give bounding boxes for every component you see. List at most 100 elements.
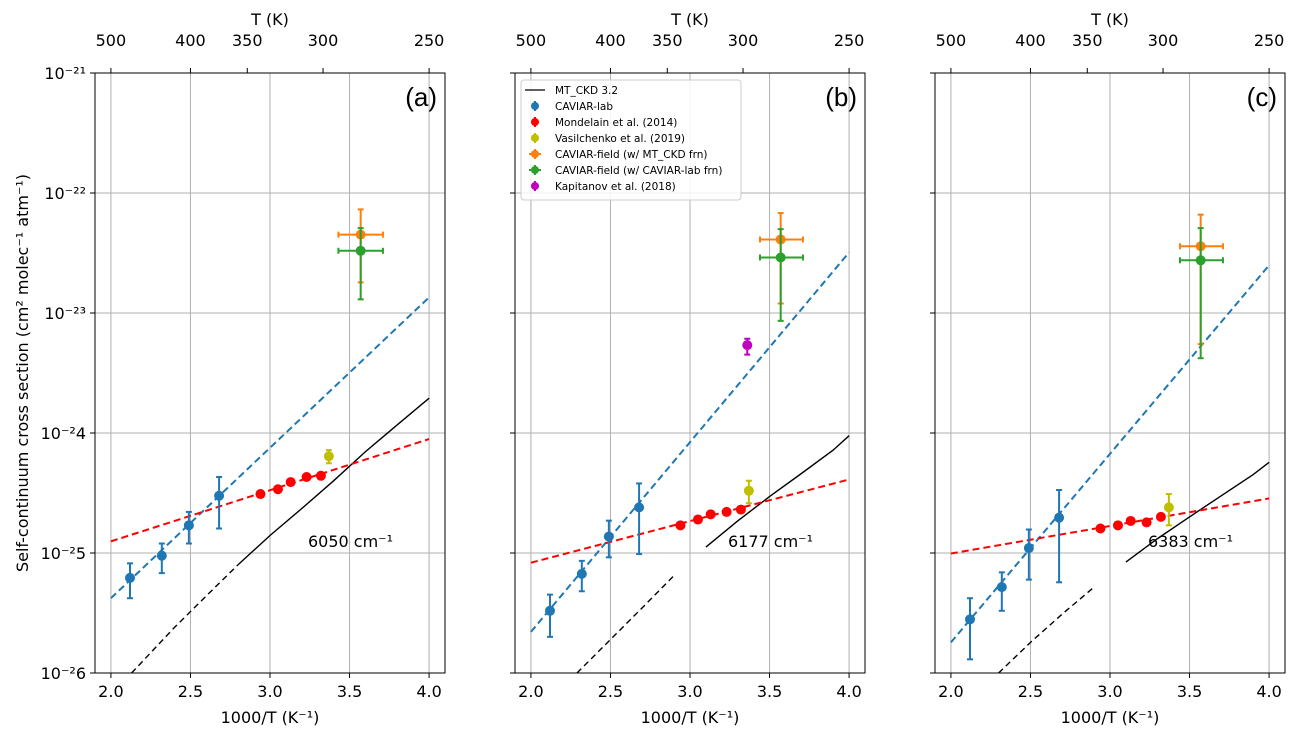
legend-marker-swatch — [531, 134, 539, 142]
trend-line-caviar-lab-fit — [950, 264, 1270, 644]
legend-label: MT_CKD 3.2 — [555, 85, 618, 97]
point-kapitanov-et-al-2018 — [742, 340, 753, 351]
legend-marker-swatch — [531, 166, 539, 174]
top-tick-label: 350 — [1072, 31, 1103, 50]
top-tick-label: 350 — [232, 31, 263, 50]
panel-label: (a) — [405, 82, 437, 112]
top-tick-label: 400 — [1015, 31, 1046, 50]
point-mondelain-et-al-2014 — [272, 484, 283, 495]
point-caviar-lab — [125, 572, 135, 583]
x-tick-label: 4.0 — [836, 682, 861, 701]
legend-entry: CAVIAR-field (w/ CAVIAR-lab frn) — [529, 165, 722, 177]
point-caviar-lab — [214, 490, 225, 501]
mtckd-extrapolated-line — [998, 586, 1095, 673]
trend-line-mondelain-fit — [110, 438, 430, 543]
point-mondelain-et-al-2014 — [692, 514, 703, 525]
mtckd-line — [237, 397, 430, 566]
point-mondelain-et-al-2014 — [1141, 517, 1152, 528]
legend-label: CAVIAR-field (w/ MT_CKD frn) — [555, 149, 707, 161]
top-tick-label: 500 — [96, 31, 127, 50]
wavenumber-label: 6177 cm⁻¹ — [728, 532, 813, 551]
point-vasilchenko-et-al-2019 — [743, 485, 754, 496]
wavenumber-label: 6383 cm⁻¹ — [1148, 532, 1233, 551]
grid — [935, 72, 1285, 674]
point-mondelain-et-al-2014 — [301, 471, 312, 482]
point-mondelain-et-al-2014 — [285, 477, 296, 488]
trend-line-caviar-lab-fit — [530, 251, 850, 633]
x-tick-label: 3.5 — [1177, 682, 1202, 701]
point-vasilchenko-et-al-2019 — [323, 451, 334, 462]
point-vasilchenko-et-al-2019 — [1163, 502, 1174, 513]
y-tick-label: 10⁻²¹ — [44, 64, 86, 83]
x-tick-label: 3.5 — [757, 682, 782, 701]
mtckd-extrapolated-line — [131, 564, 239, 673]
legend-entry: MT_CKD 3.2 — [525, 85, 618, 97]
point-caviar-lab — [965, 614, 975, 625]
y-axis-label: Self-continuum cross section (cm² molec⁻… — [13, 174, 32, 572]
trend-line-caviar-lab-fit — [110, 296, 430, 599]
point-caviar-lab — [603, 531, 614, 542]
legend-label: Mondelain et al. (2014) — [555, 117, 677, 129]
top-tick-label: 500 — [516, 31, 547, 50]
legend-entry: CAVIAR-field (w/ MT_CKD frn) — [529, 149, 707, 161]
x-tick-label: 3.0 — [257, 682, 282, 701]
plot-area — [110, 208, 430, 673]
top-axis-label: T (K) — [670, 10, 709, 29]
legend-marker-swatch — [531, 182, 539, 190]
point-caviar-field-w-caviar-lab-frn — [1195, 255, 1206, 266]
panel-a: 2.0 2.5 3.0 3.5 4.0 1000/T (K⁻¹) 500 400 350 300 2… — [41, 10, 446, 727]
point-mondelain-et-al-2014 — [705, 509, 716, 520]
x-axis-label: 1000/T (K⁻¹) — [641, 708, 740, 727]
point-mondelain-et-al-2014 — [1112, 520, 1123, 531]
panel-c: 2.0 2.5 3.0 3.5 4.0 1000/T (K⁻¹) 500 400 350 300 2… — [930, 10, 1286, 727]
y-tick-label: 10⁻²5 — [41, 544, 86, 563]
point-mondelain-et-al-2014 — [675, 520, 686, 531]
point-caviar-lab — [183, 520, 194, 531]
x-tick-label: 3.0 — [677, 682, 702, 701]
legend-marker-swatch — [531, 102, 539, 110]
point-mondelain-et-al-2014 — [1095, 523, 1106, 534]
panel-label: (b) — [825, 82, 857, 112]
top-axis-label: T (K) — [1090, 10, 1129, 29]
x-tick-label: 2.0 — [518, 682, 543, 701]
y-tick-label: 10⁻²³ — [44, 304, 86, 323]
x-tick-label: 3.0 — [1097, 682, 1122, 701]
x-tick-label: 3.5 — [337, 682, 362, 701]
top-tick-label: 300 — [1148, 31, 1179, 50]
point-caviar-lab — [634, 502, 645, 513]
wavenumber-label: 6050 cm⁻¹ — [308, 532, 393, 551]
mtckd-extrapolated-line — [576, 575, 675, 673]
point-mondelain-et-al-2014 — [1155, 511, 1166, 522]
x-tick-label: 2.5 — [598, 682, 623, 701]
legend-label: Vasilchenko et al. (2019) — [555, 133, 685, 145]
grid — [95, 72, 445, 674]
legend-entry: Kapitanov et al. (2018) — [531, 181, 676, 193]
point-mondelain-et-al-2014 — [255, 489, 266, 500]
legend-label: Kapitanov et al. (2018) — [555, 181, 676, 193]
y-tick-label: 10⁻²² — [44, 184, 86, 203]
top-tick-label: 500 — [936, 31, 967, 50]
legend-label: CAVIAR-lab — [555, 101, 613, 113]
legend-label: CAVIAR-field (w/ CAVIAR-lab frn) — [555, 165, 722, 177]
x-tick-label: 2.5 — [1018, 682, 1043, 701]
legend-marker-swatch — [531, 118, 539, 126]
point-caviar-lab — [996, 582, 1007, 593]
trend-line-mondelain-fit — [950, 497, 1270, 555]
point-mondelain-et-al-2014 — [1125, 515, 1136, 526]
legend-entry: CAVIAR-lab — [531, 101, 613, 113]
x-tick-label: 2.0 — [938, 682, 963, 701]
legend-entry: Vasilchenko et al. (2019) — [531, 133, 685, 145]
point-caviar-lab — [156, 550, 167, 561]
point-caviar-lab — [576, 568, 587, 579]
point-mondelain-et-al-2014 — [735, 504, 746, 515]
mtckd-line — [705, 435, 850, 548]
panels: 2.0 2.5 3.0 3.5 4.0 1000/T (K⁻¹) 500 400 350 300 2… — [41, 10, 1286, 727]
mtckd-line — [1125, 461, 1270, 563]
x-tick-label: 2.5 — [178, 682, 203, 701]
point-caviar-field-w-caviar-lab-frn — [355, 245, 366, 256]
plot-area — [950, 213, 1270, 673]
panel-b: 2.0 2.5 3.0 3.5 4.0 1000/T (K⁻¹) 500 400 350 300 2… — [510, 10, 866, 727]
x-tick-label: 4.0 — [416, 682, 441, 701]
top-tick-label: 250 — [834, 31, 865, 50]
